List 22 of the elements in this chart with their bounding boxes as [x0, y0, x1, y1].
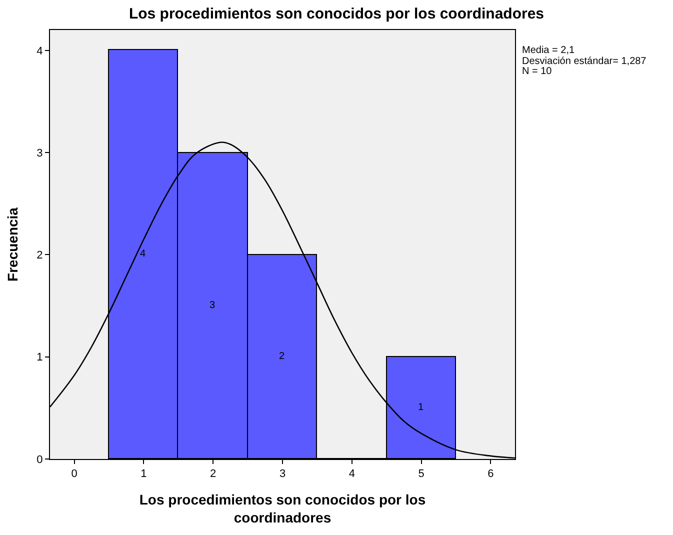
- data-label: 4: [140, 248, 146, 260]
- chart-title: Los procedimientos son conocidos por los coordinadores: [128, 6, 544, 23]
- x-tick-label: 0: [71, 468, 78, 480]
- data-label: 1: [418, 402, 424, 413]
- x-tick-label: 4: [348, 468, 355, 480]
- text: Desviación estándar= 1,287: [522, 56, 647, 67]
- text: Media = 2,1: [522, 45, 575, 56]
- y-tick-label: 1: [36, 352, 43, 364]
- data-label: 3: [210, 300, 216, 311]
- x-tick-label: 5: [418, 468, 424, 480]
- data-label: 2: [279, 351, 285, 362]
- y-tick-label: 3: [36, 147, 43, 160]
- y-tick-label: 0: [36, 454, 43, 466]
- y-axis-title: Frecuencia: [4, 207, 20, 282]
- x-tick-label: 3: [279, 468, 286, 480]
- y-tick-label: 2: [36, 250, 43, 262]
- x-axis-title: Los procedimientos son conocidos por los coordinadores: [139, 492, 426, 526]
- x-tick-label: 1: [140, 468, 147, 480]
- x-tick-label: 6: [488, 468, 494, 480]
- text: N = 10: [522, 66, 552, 77]
- y-tick-label: 4: [36, 45, 43, 58]
- x-tick-label: 2: [210, 468, 216, 480]
